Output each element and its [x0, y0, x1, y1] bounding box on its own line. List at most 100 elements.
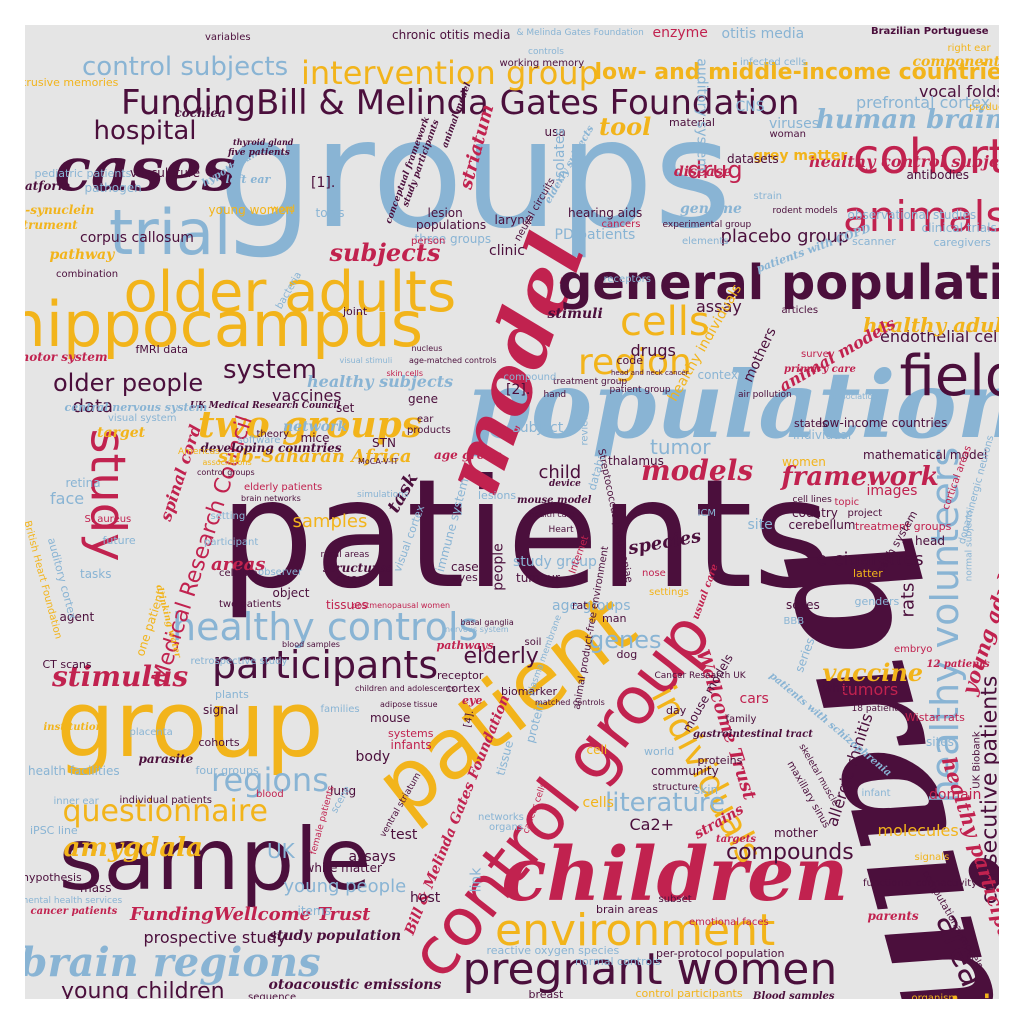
cloud-word: healthy controls	[172, 605, 479, 649]
cloud-word: receptors	[603, 274, 651, 285]
cloud-word: hearing aids	[568, 206, 643, 220]
cloud-word: proteins	[697, 753, 743, 767]
cloud-word: clinical trials	[921, 221, 997, 235]
cloud-word: components	[912, 54, 1000, 70]
cloud-word: experimental group	[662, 219, 752, 230]
cloud-word: two groups	[198, 404, 422, 446]
cloud-word: cerebellum	[788, 518, 856, 532]
cloud-word: air pollution	[738, 389, 792, 400]
cloud-word: STN	[372, 436, 396, 450]
cloud-word: people	[490, 543, 507, 591]
cloud-word: code	[616, 353, 644, 367]
cloud-word: drugs	[630, 341, 676, 360]
cloud-word: simulations	[357, 489, 409, 500]
cloud-word: placebo group	[720, 226, 850, 247]
cloud-word: theory	[256, 429, 290, 440]
cloud-word: family	[725, 714, 757, 725]
cloud-word: motor system	[25, 350, 108, 364]
cloud-word: sequence	[248, 992, 297, 1000]
cloud-word: visual system	[108, 413, 177, 424]
cloud-word: genome	[680, 201, 742, 217]
cloud-word: basal ganglia	[460, 618, 514, 627]
cloud-word: iPSC line	[30, 823, 78, 837]
cloud-word: mice	[300, 431, 330, 445]
cloud-word: material	[669, 115, 715, 129]
cloud-word: young children	[61, 979, 225, 1000]
cloud-word: visual stimuli	[339, 356, 393, 365]
cloud-word: S. aureus	[84, 514, 132, 525]
cloud-word: object	[272, 586, 310, 600]
cloud-word: field	[899, 344, 1000, 409]
cloud-word: young women	[208, 203, 294, 217]
cloud-word: tools	[315, 206, 345, 220]
cloud-word: MoCA-V-IT	[358, 457, 399, 466]
cloud-word: cell line	[219, 568, 258, 579]
cloud-word: set	[336, 401, 355, 415]
cloud-word: prospective study	[143, 928, 287, 947]
cloud-word: countries	[852, 991, 999, 999]
cloud-word: normal controls	[575, 954, 661, 968]
cloud-word: enzyme	[652, 25, 708, 41]
cloud-word: larynx	[494, 213, 532, 227]
cloud-word: product	[969, 102, 999, 113]
cloud-word: grey matter	[753, 148, 848, 164]
cloud-word: low- and middle-income countries	[594, 60, 1000, 85]
cloud-word: pregnant women	[462, 944, 838, 995]
cloud-word: caregivers	[933, 235, 991, 249]
cloud-word: cancer patients	[30, 906, 118, 917]
cloud-word: cases	[54, 135, 236, 205]
cloud-word: systems	[388, 726, 434, 740]
cloud-word: Wistar rats	[905, 710, 965, 724]
cloud-word: parents	[867, 909, 919, 923]
cloud-word: matched controls	[535, 698, 605, 707]
cloud-word: blood samples	[282, 640, 340, 649]
word-cloud: patients groups brain population model patien…	[25, 25, 999, 999]
cloud-word: subject	[512, 420, 564, 436]
cloud-word: healthy subjects	[307, 372, 454, 391]
cloud-word: woman	[769, 129, 807, 140]
cloud-word: combination	[56, 269, 119, 280]
cloud-word: states	[794, 416, 828, 430]
cloud-word: signals	[914, 852, 950, 863]
cloud-word: lesion	[427, 206, 463, 220]
cloud-word: right ear	[947, 43, 991, 54]
cloud-word: healthy control subjects	[809, 152, 999, 171]
cloud-word: brain regions	[25, 939, 321, 986]
cloud-word: Ca2+	[629, 815, 675, 834]
cloud-word: stimuli	[547, 306, 603, 322]
cloud-word: participants	[212, 643, 439, 687]
cloud-word: families	[320, 704, 360, 715]
cloud-word: body	[355, 749, 391, 765]
cloud-word: individual patients	[119, 795, 213, 806]
cloud-word: sub-Saharan Africa	[218, 446, 412, 467]
cloud-word: models	[641, 454, 754, 487]
cloud-word: infected cells	[740, 57, 807, 68]
cloud-word: adipose tissue	[380, 700, 438, 709]
cloud-word: day	[666, 703, 687, 717]
cloud-word: Heart	[548, 524, 574, 535]
cloud-word: corpus callosum	[80, 230, 194, 246]
cloud-word: low-income countries	[819, 416, 948, 430]
cloud-word: community	[651, 764, 719, 778]
cloud-word: functional connectivity	[863, 878, 978, 889]
cloud-word: vaccine	[822, 658, 924, 687]
cloud-word: cortex	[445, 681, 481, 695]
cloud-word: pathway	[49, 247, 115, 263]
cloud-word: & Melinda Gates Foundation	[516, 27, 644, 38]
cloud-word: cohorts	[198, 735, 240, 749]
cloud-word: assays	[348, 849, 396, 865]
cloud-word: normal subjects	[964, 509, 975, 581]
cloud-word: ICM	[697, 508, 717, 519]
cloud-word: reactive oxygen species	[486, 943, 620, 957]
cloud-word: developing countries	[200, 441, 342, 455]
cloud-word: clinic	[489, 243, 525, 259]
cloud-word: human brain	[816, 105, 999, 135]
cloud-word: brain areas	[596, 902, 659, 916]
cloud-word: elderly	[463, 644, 539, 669]
cloud-word: Blood samples	[753, 991, 835, 1000]
cloud-word: rodent models	[772, 205, 838, 216]
cloud-word: world	[644, 744, 675, 758]
cloud-word: pathogen	[84, 181, 142, 195]
cloud-word: primary care	[784, 364, 856, 375]
cloud-word: brain networks	[241, 494, 301, 503]
